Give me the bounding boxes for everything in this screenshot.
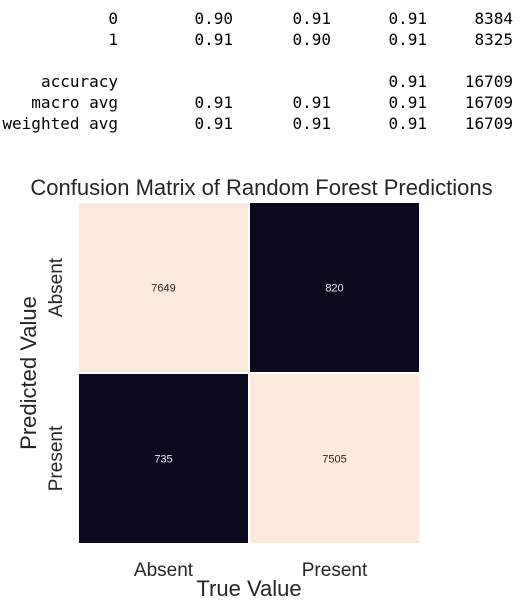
report-cell-recall: 0.91 xyxy=(292,114,331,133)
y-tick-label: Present xyxy=(46,425,67,491)
report-cell-support: 8384 xyxy=(474,9,513,28)
report-cell-recall: 0.91 xyxy=(292,93,331,112)
report-cell-precision: 0.91 xyxy=(194,30,233,49)
x-axis-label: True Value xyxy=(196,576,301,600)
report-cell-support: 8325 xyxy=(474,30,513,49)
report-cell-label: 1 xyxy=(108,30,118,49)
report-cell-label: accuracy xyxy=(40,72,118,91)
heatmap-labels: 7649 820 735 7505 Absent Present Absent Present xyxy=(46,257,368,581)
heatmap-cells xyxy=(79,203,419,543)
report-cell-recall: 0.90 xyxy=(292,30,331,49)
chart-title: Confusion Matrix of Random Forest Predic… xyxy=(30,175,493,200)
report-cell-f1: 0.91 xyxy=(388,9,427,28)
classification-report: 0 0.90 0.91 0.91 8384 1 0.91 0.90 0.91 8325 accura… xyxy=(0,0,523,140)
heatmap-cell xyxy=(79,203,248,372)
heatmap-cell xyxy=(79,374,248,543)
cell-value-label: 7649 xyxy=(151,283,175,295)
report-cell-f1: 0.91 xyxy=(388,93,427,112)
heatmap-cell xyxy=(250,374,419,543)
report-cell-f1: 0.91 xyxy=(388,72,427,91)
cell-value-label: 820 xyxy=(325,283,343,295)
report-cell-support: 16709 xyxy=(464,72,513,91)
cell-value-label: 7505 xyxy=(322,454,346,466)
heatmap-cell xyxy=(250,203,419,372)
report-cell-precision: 0.91 xyxy=(194,93,233,112)
heatmap-svg: 7649 820 735 7505 Absent Present Absent Present… xyxy=(16,203,419,600)
report-cell-precision: 0.90 xyxy=(194,9,233,28)
report-cell-label: weighted avg xyxy=(2,114,118,133)
x-tick-label: Present xyxy=(302,560,368,581)
report-cell-support: 16709 xyxy=(464,114,513,133)
confusion-matrix-chart: Confusion Matrix of Random Forest Predic… xyxy=(0,165,523,600)
y-axis-label: Predicted Value xyxy=(16,296,41,450)
report-cell-f1: 0.91 xyxy=(388,30,427,49)
report-cell-label: 0 xyxy=(108,9,118,28)
report-cell-recall: 0.91 xyxy=(292,9,331,28)
report-cell-label: macro avg xyxy=(31,93,118,112)
report-cell-precision: 0.91 xyxy=(194,114,233,133)
report-cell-f1: 0.91 xyxy=(388,114,427,133)
y-tick-label: Absent xyxy=(46,257,67,317)
x-tick-label: Absent xyxy=(134,560,194,581)
report-cell-support: 16709 xyxy=(464,93,513,112)
cell-value-label: 735 xyxy=(154,454,172,466)
